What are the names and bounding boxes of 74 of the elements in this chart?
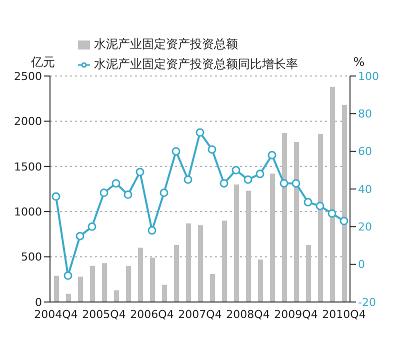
- x-tick-label: 2007Q4: [178, 308, 222, 321]
- point: [64, 271, 72, 280]
- x-tick-label: 2006Q4: [130, 308, 174, 321]
- bar: [114, 290, 119, 302]
- point: [340, 216, 348, 226]
- bar: [138, 248, 143, 302]
- bar: [186, 223, 191, 302]
- y2-axis-title: %: [353, 55, 365, 69]
- y2-tick-label: 40: [358, 182, 372, 196]
- y2-tick-label: 80: [358, 108, 372, 121]
- bar: [282, 132, 287, 302]
- y2-tick-label: 20: [358, 220, 372, 234]
- point: [244, 175, 252, 184]
- x-tick-label: 2009Q4: [274, 308, 318, 321]
- y2-tick-label: -20: [358, 296, 376, 309]
- legend-label: 水泥产业固定资产投资总额: [94, 37, 238, 51]
- point: [172, 147, 180, 156]
- point: [316, 202, 324, 210]
- x-tick-label: 2008Q4: [226, 308, 270, 321]
- point: [136, 168, 144, 176]
- bar: [258, 260, 263, 302]
- bar: [330, 86, 335, 302]
- bar: [54, 276, 59, 302]
- point: [160, 188, 168, 198]
- point: [280, 179, 288, 188]
- y-tick-label: 500: [21, 250, 42, 264]
- point: [292, 179, 300, 188]
- bar: [78, 276, 83, 302]
- x-tick-label: 2005Q4: [82, 308, 126, 321]
- point: [112, 179, 120, 188]
- y2-tick-label: 0: [358, 258, 365, 272]
- y-tick-label: 0: [35, 296, 42, 309]
- bar: [210, 274, 215, 302]
- x-tick-label: 2010Q4: [322, 308, 366, 321]
- bar: [90, 266, 95, 302]
- y-tick-label: 2500: [14, 70, 42, 83]
- y-tick-label: 1500: [14, 160, 42, 174]
- bar: [318, 134, 323, 302]
- bar: [246, 190, 251, 302]
- bar: [102, 263, 107, 302]
- bar: [174, 245, 179, 302]
- point: [220, 179, 228, 188]
- bar: [342, 104, 347, 302]
- y-tick-label: 1000: [14, 206, 42, 219]
- point: [88, 222, 96, 231]
- bar: [66, 294, 71, 302]
- point: [232, 166, 240, 174]
- point: [124, 190, 132, 199]
- point: [304, 198, 312, 206]
- bar: [270, 174, 275, 302]
- point: [76, 232, 84, 240]
- bar: [294, 142, 299, 302]
- y2-tick-label: 100: [358, 70, 379, 83]
- point: [256, 170, 264, 178]
- y2-tick-label: 60: [358, 145, 372, 158]
- x-tick-label: 2004Q4: [34, 308, 78, 321]
- bar: [234, 184, 239, 302]
- bar: [150, 258, 155, 302]
- point: [184, 175, 192, 184]
- y-tick-label: 2000: [14, 115, 42, 128]
- point: [196, 128, 204, 137]
- y-axis-title: 亿元: [30, 55, 55, 69]
- bar: [306, 245, 311, 302]
- point: [208, 145, 216, 154]
- bar: [126, 266, 131, 302]
- bar: [162, 284, 167, 302]
- bar: [198, 225, 203, 302]
- point: [100, 188, 108, 198]
- point: [148, 226, 156, 235]
- point: [268, 150, 276, 160]
- bar: [222, 220, 227, 302]
- point: [52, 192, 60, 201]
- legend-label: 水泥产业固定资产投资总额同比增长率: [94, 57, 298, 71]
- point: [328, 209, 336, 218]
